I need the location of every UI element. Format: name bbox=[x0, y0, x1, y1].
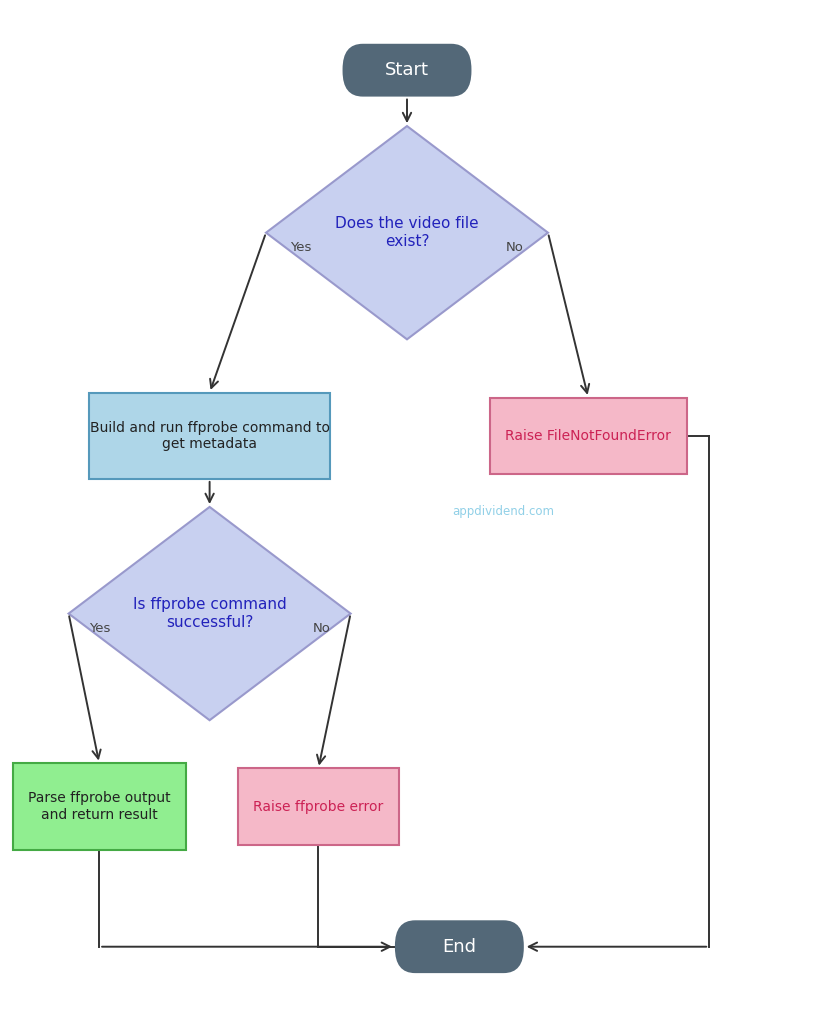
FancyBboxPatch shape bbox=[13, 763, 186, 850]
Text: No: No bbox=[506, 241, 524, 254]
Text: Yes: Yes bbox=[290, 241, 312, 254]
FancyBboxPatch shape bbox=[343, 44, 471, 96]
Text: Build and run ffprobe command to
get metadata: Build and run ffprobe command to get met… bbox=[90, 421, 330, 451]
Text: appdividend.com: appdividend.com bbox=[453, 506, 554, 518]
FancyBboxPatch shape bbox=[395, 921, 524, 973]
FancyBboxPatch shape bbox=[89, 392, 330, 479]
Text: Does the video file
exist?: Does the video file exist? bbox=[335, 216, 479, 249]
Text: Raise ffprobe error: Raise ffprobe error bbox=[253, 800, 383, 813]
Text: Is ffprobe command
successful?: Is ffprobe command successful? bbox=[133, 597, 287, 630]
Text: Yes: Yes bbox=[89, 622, 110, 635]
FancyBboxPatch shape bbox=[238, 768, 399, 845]
Text: No: No bbox=[313, 622, 330, 635]
Text: Raise FileNotFoundError: Raise FileNotFoundError bbox=[505, 429, 672, 442]
Text: Parse ffprobe output
and return result: Parse ffprobe output and return result bbox=[28, 792, 171, 821]
FancyBboxPatch shape bbox=[489, 397, 687, 474]
Polygon shape bbox=[266, 126, 548, 339]
Polygon shape bbox=[68, 507, 351, 720]
Text: End: End bbox=[442, 938, 476, 955]
Text: Start: Start bbox=[385, 61, 429, 79]
